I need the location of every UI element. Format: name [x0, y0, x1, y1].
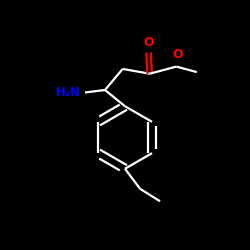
Text: H₂N: H₂N: [56, 86, 81, 99]
Text: O: O: [172, 48, 183, 61]
Text: O: O: [143, 36, 154, 50]
